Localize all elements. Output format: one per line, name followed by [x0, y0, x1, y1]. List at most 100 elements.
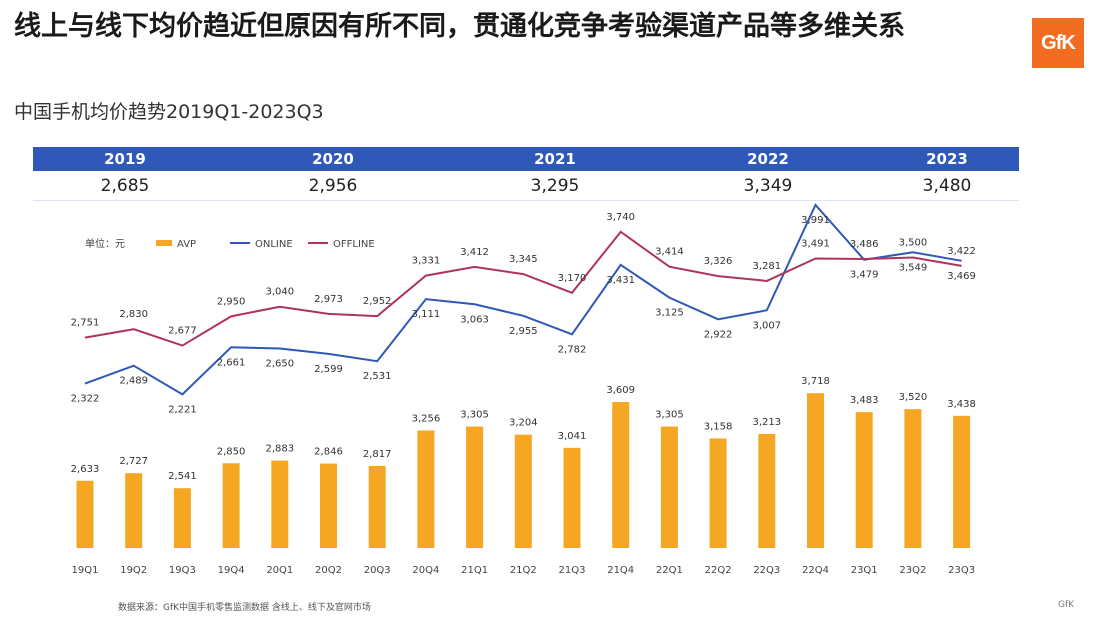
avp-bar-label: 3,718: [801, 376, 830, 387]
online-point-label: 2,650: [265, 358, 294, 369]
avp-bar: [709, 438, 727, 548]
x-tick-label: 23Q1: [851, 565, 878, 576]
x-tick-label: 22Q4: [802, 565, 829, 576]
x-tick-label: 21Q1: [461, 565, 488, 576]
year-label: 2022: [747, 150, 789, 168]
year-average-value: 3,349: [743, 176, 793, 196]
avp-bar-label: 3,204: [509, 418, 538, 429]
divider: [33, 200, 1019, 201]
online-point-label: 2,955: [509, 326, 538, 337]
offline-point-label: 2,677: [168, 326, 197, 337]
gfk-logo: GfK: [1032, 18, 1084, 68]
data-source-note: 数据来源：GfK中国手机零售监测数据 含线上、线下及官网市场: [118, 603, 371, 613]
x-tick-label: 20Q2: [315, 565, 342, 576]
online-point-label: 3,063: [460, 314, 489, 325]
avp-bar: [417, 430, 435, 548]
year-header-bar: 2019 2020 2021 2022 2023: [33, 147, 1019, 171]
x-tick-label: 23Q3: [948, 565, 975, 576]
x-tick-label: 22Q1: [656, 565, 683, 576]
online-point-label: 2,531: [363, 371, 392, 382]
avp-bar-label: 3,609: [606, 385, 635, 396]
avp-bar: [320, 463, 337, 548]
year-average-value: 2,685: [100, 176, 150, 196]
year-label: 2021: [534, 150, 576, 168]
unit-label: 单位：元: [85, 237, 125, 250]
offline-point-label: 3,500: [899, 238, 928, 249]
online-point-label: 2,599: [314, 364, 343, 375]
avp-bar-label: 3,041: [558, 431, 587, 442]
offline-point-label: 2,952: [363, 296, 392, 307]
online-point-label: 2,322: [71, 394, 100, 405]
offline-point-label: 2,751: [71, 318, 100, 329]
offline-point-label: 3,412: [460, 247, 489, 258]
online-point-label: 3,431: [606, 275, 635, 286]
avp-bar: [660, 426, 678, 548]
headline: 线上与线下均价趋近但原因有所不同，贯通化竞争考验渠道产品等多维关系: [14, 11, 905, 42]
chart-subtitle: 中国手机均价趋势2019Q1-2023Q3: [14, 101, 324, 123]
avp-bar: [173, 488, 191, 548]
avp-bar: [368, 465, 386, 548]
offline-point-label: 3,422: [947, 246, 976, 257]
avp-bar-label: 2,817: [363, 449, 392, 460]
x-tick-label: 20Q1: [266, 565, 293, 576]
online-point-label: 2,922: [704, 329, 733, 340]
x-tick-label: 22Q3: [753, 565, 780, 576]
online-point-label: 3,007: [752, 320, 781, 331]
avp-bar: [271, 460, 289, 548]
x-tick-label: 19Q4: [218, 565, 245, 576]
avp-bar: [466, 426, 484, 548]
year-average-value: 2,956: [308, 176, 358, 196]
offline-point-label: 3,345: [509, 254, 538, 265]
avp-bar: [758, 433, 776, 548]
avp-bar-label: 2,883: [265, 444, 294, 455]
x-tick-label: 20Q3: [364, 565, 391, 576]
avp-bar: [563, 447, 581, 548]
avp-bar-label: 2,727: [119, 456, 148, 467]
legend-avp-label: AVP: [177, 239, 196, 250]
offline-point-label: 2,973: [314, 294, 343, 305]
avp-bar: [514, 434, 532, 548]
legend-online-label: ONLINE: [255, 239, 293, 250]
offline-point-label: 3,170: [558, 273, 587, 284]
avp-bar: [76, 480, 94, 548]
year-label: 2019: [104, 150, 146, 168]
avp-bar: [953, 415, 971, 548]
online-point-label: 2,661: [217, 357, 246, 368]
offline-point-label: 3,414: [655, 247, 684, 258]
x-tick-label: 19Q3: [169, 565, 196, 576]
avp-bar-label: 3,520: [899, 392, 928, 403]
avp-bar-label: 3,213: [752, 417, 781, 428]
online-point-label: 2,782: [558, 344, 587, 355]
offline-point-label: 3,040: [265, 287, 294, 298]
offline-point-label: 3,281: [752, 261, 781, 272]
avp-bar: [222, 463, 240, 548]
offline-point-label: 3,326: [704, 256, 733, 267]
avp-bar-label: 3,438: [947, 399, 976, 410]
x-tick-label: 20Q4: [412, 565, 439, 576]
legend-avp-swatch: [156, 240, 172, 246]
offline-point-label: 3,486: [850, 239, 879, 250]
avp-bar-label: 2,850: [217, 446, 246, 457]
offline-point-label: 3,491: [801, 238, 830, 249]
offline-line: [84, 230, 962, 347]
offline-point-label: 3,740: [606, 212, 635, 223]
online-point-label: 3,469: [947, 271, 976, 282]
footer-brand: GfK: [1058, 600, 1075, 610]
avp-bar-label: 3,305: [655, 410, 684, 421]
online-point-label: 3,111: [412, 309, 441, 320]
avp-bar-label: 3,256: [412, 414, 441, 425]
avp-bar: [904, 409, 922, 548]
avp-bar-label: 2,633: [71, 464, 100, 475]
x-tick-label: 23Q2: [899, 565, 926, 576]
x-tick-label: 21Q2: [510, 565, 537, 576]
offline-point-label: 2,950: [217, 296, 246, 307]
online-point-label: 2,489: [119, 376, 148, 387]
x-tick-label: 19Q1: [72, 565, 99, 576]
offline-point-label: 2,830: [119, 309, 148, 320]
x-tick-label: 21Q3: [559, 565, 586, 576]
online-point-label: 3,479: [850, 270, 879, 281]
online-point-label: 2,221: [168, 404, 197, 415]
avp-bar: [125, 473, 143, 548]
online-point-label: 3,125: [655, 308, 684, 319]
